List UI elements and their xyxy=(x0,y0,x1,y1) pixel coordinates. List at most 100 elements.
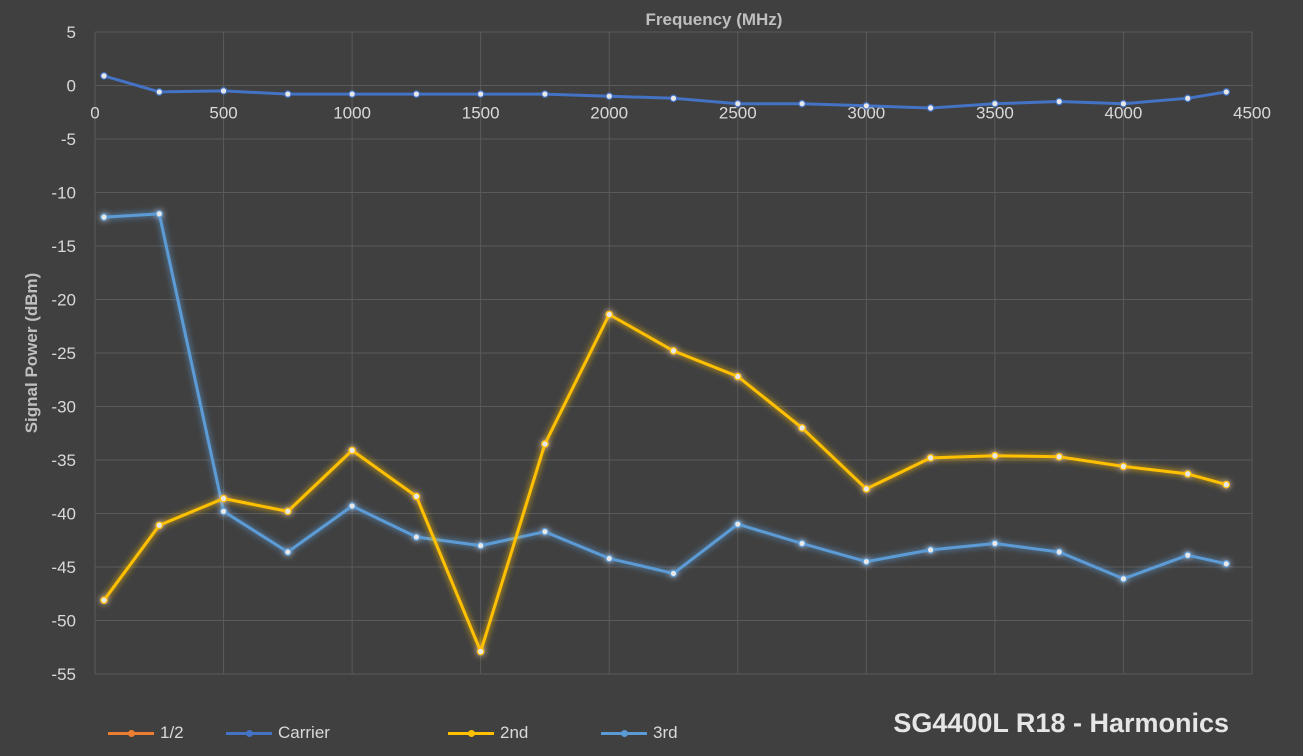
legend-item-carrier[interactable]: Carrier xyxy=(226,722,448,744)
x-tick-label: 2500 xyxy=(719,104,757,123)
legend-item-2nd[interactable]: 2nd xyxy=(448,722,601,744)
y-tick-label: 5 xyxy=(67,23,76,42)
data-point-2nd[interactable] xyxy=(669,347,678,355)
x-tick-label: 3500 xyxy=(976,104,1014,123)
data-point-3rd[interactable] xyxy=(1183,551,1192,560)
data-point-carrier[interactable] xyxy=(348,90,356,98)
data-point-3rd[interactable] xyxy=(862,557,871,566)
data-point-3rd[interactable] xyxy=(476,541,485,550)
y-axis-ticks: 5 0 -5 -10 -15 -20 -25 -30 -35 -40 -45 -50 -55 xyxy=(51,23,76,684)
data-point-2nd[interactable] xyxy=(605,310,614,319)
data-point-carrier[interactable] xyxy=(1183,94,1192,103)
y-tick-label: -30 xyxy=(51,398,76,417)
data-point-carrier[interactable] xyxy=(862,102,871,110)
data-point-3rd[interactable] xyxy=(1119,574,1128,583)
grid xyxy=(94,31,1253,675)
legend-swatch-3rd xyxy=(601,722,647,744)
data-point-2nd[interactable] xyxy=(862,485,871,493)
data-point-2nd[interactable] xyxy=(155,521,164,530)
x-tick-label: 4000 xyxy=(1105,104,1143,123)
data-point-carrier[interactable] xyxy=(219,87,228,95)
x-tick-label: 0 xyxy=(90,104,99,123)
data-point-2nd[interactable] xyxy=(284,507,292,516)
data-point-carrier[interactable] xyxy=(155,88,164,96)
data-point-2nd[interactable] xyxy=(1119,462,1128,471)
data-point-3rd[interactable] xyxy=(100,213,108,221)
data-point-3rd[interactable] xyxy=(219,507,228,516)
series-carrier xyxy=(100,72,1231,112)
legend-label: Carrier xyxy=(278,723,330,742)
legend-swatch-carrier xyxy=(226,722,272,744)
data-point-carrier[interactable] xyxy=(1222,88,1231,96)
x-axis-ticks: 0 500 1000 1500 2000 2500 3000 3500 4000 4500 xyxy=(90,104,1271,123)
data-point-2nd[interactable] xyxy=(412,492,421,501)
data-point-2nd[interactable] xyxy=(798,424,806,432)
series-line-2nd xyxy=(102,313,1227,653)
chart-title: SG4400L R18 - Harmonics xyxy=(893,708,1229,738)
data-point-3rd[interactable] xyxy=(348,502,356,510)
x-tick-label: 1000 xyxy=(333,104,371,123)
data-point-carrier[interactable] xyxy=(669,94,678,103)
data-point-3rd[interactable] xyxy=(798,539,806,548)
legend: 1/2 Carrier 2nd 3rd xyxy=(108,722,721,744)
data-point-2nd[interactable] xyxy=(991,451,999,460)
legend-item-3rd[interactable]: 3rd xyxy=(601,722,721,744)
data-point-2nd[interactable] xyxy=(541,440,549,448)
x-axis-title: Frequency (MHz) xyxy=(646,10,783,29)
data-point-2nd[interactable] xyxy=(1222,480,1231,489)
data-point-3rd[interactable] xyxy=(1055,548,1063,556)
series-2nd xyxy=(100,310,1231,656)
data-point-3rd[interactable] xyxy=(669,569,678,578)
series-layer xyxy=(100,72,1231,656)
data-point-3rd[interactable] xyxy=(541,527,549,536)
y-tick-label: -10 xyxy=(51,184,76,203)
data-point-carrier[interactable] xyxy=(798,99,806,108)
data-point-2nd[interactable] xyxy=(100,596,108,604)
data-point-3rd[interactable] xyxy=(605,554,614,563)
series-line-3rd xyxy=(103,212,1227,581)
x-tick-label: 500 xyxy=(209,104,237,123)
data-point-carrier[interactable] xyxy=(1119,99,1128,108)
y-tick-label: -50 xyxy=(51,612,76,631)
y-tick-label: -20 xyxy=(51,291,76,310)
data-point-3rd[interactable] xyxy=(733,520,742,529)
data-point-2nd[interactable] xyxy=(926,454,935,462)
x-tick-label: 2000 xyxy=(590,104,628,123)
data-point-carrier[interactable] xyxy=(605,92,614,101)
legend-swatch-half xyxy=(108,722,154,744)
data-point-carrier[interactable] xyxy=(991,99,999,108)
y-tick-label: 0 xyxy=(67,77,76,96)
x-tick-label: 3000 xyxy=(847,104,885,123)
series-3rd xyxy=(100,210,1231,583)
data-point-3rd[interactable] xyxy=(155,210,164,218)
y-tick-label: -25 xyxy=(51,344,76,363)
legend-label: 2nd xyxy=(500,723,529,742)
data-point-2nd[interactable] xyxy=(348,446,356,455)
data-point-3rd[interactable] xyxy=(284,548,292,556)
data-point-2nd[interactable] xyxy=(1055,452,1063,461)
data-point-carrier[interactable] xyxy=(733,99,742,108)
data-point-3rd[interactable] xyxy=(412,533,421,541)
data-point-carrier[interactable] xyxy=(1055,97,1063,106)
y-tick-label: -45 xyxy=(51,558,76,577)
data-point-carrier[interactable] xyxy=(476,90,485,98)
y-tick-label: -5 xyxy=(61,130,76,149)
data-point-3rd[interactable] xyxy=(991,539,999,548)
data-point-2nd[interactable] xyxy=(219,494,228,503)
y-tick-label: -35 xyxy=(51,451,76,470)
data-point-carrier[interactable] xyxy=(100,72,108,80)
data-point-carrier[interactable] xyxy=(284,90,292,98)
data-point-2nd[interactable] xyxy=(733,372,742,381)
data-point-2nd[interactable] xyxy=(476,647,485,656)
data-point-2nd[interactable] xyxy=(1183,470,1192,478)
legend-swatch-2nd xyxy=(448,722,494,744)
legend-item-half[interactable]: 1/2 xyxy=(108,722,226,744)
data-point-3rd[interactable] xyxy=(926,546,935,554)
y-tick-label: -55 xyxy=(51,665,76,684)
data-point-carrier[interactable] xyxy=(541,90,549,98)
x-tick-label: 1500 xyxy=(462,104,500,123)
data-point-carrier[interactable] xyxy=(412,90,421,98)
data-point-carrier[interactable] xyxy=(926,104,935,112)
data-point-3rd[interactable] xyxy=(1222,559,1231,568)
